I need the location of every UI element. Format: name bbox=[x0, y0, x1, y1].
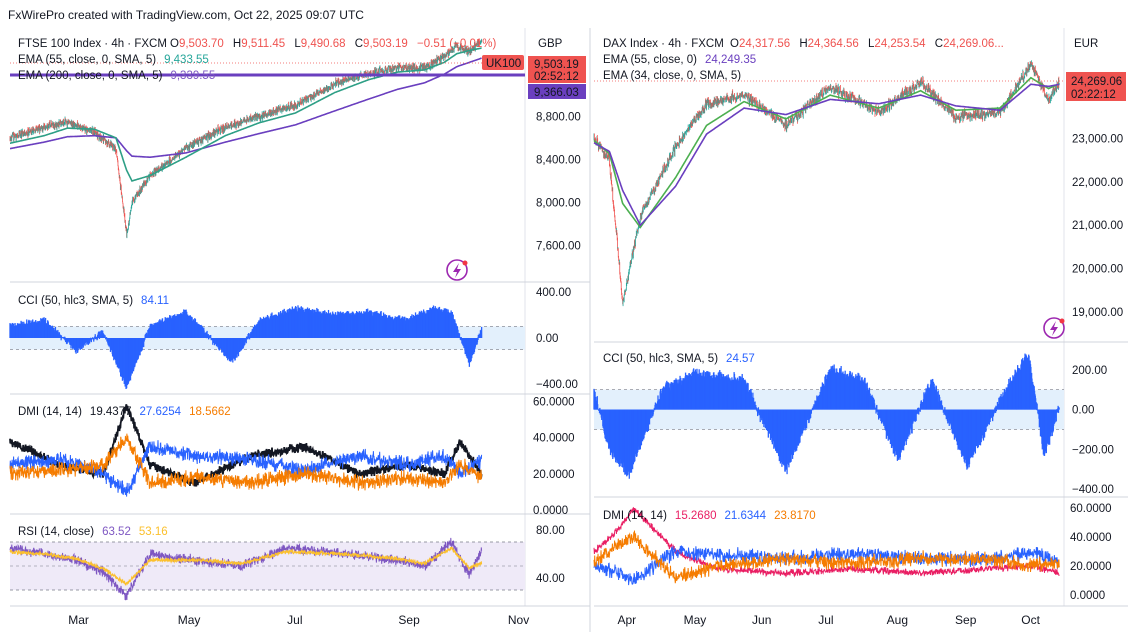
left-cci-y-tick-1: 0.00 bbox=[536, 333, 558, 345]
left-dmi-y-tick-1: 40.0000 bbox=[533, 433, 575, 445]
left-cci-y-tick-0: 400.00 bbox=[536, 287, 571, 299]
chart-marks: 8,800.00 8,400.00 8,000.00 7,600.00 400.00 0.… bbox=[9, 38, 1123, 627]
left-dmi-series-2 bbox=[9, 433, 483, 491]
right-price-candles bbox=[593, 60, 1060, 307]
right-cci-bars bbox=[593, 353, 1060, 479]
left-rsi-series-1 bbox=[9, 546, 483, 586]
left-cci-y-tick-2: −400.00 bbox=[536, 379, 578, 391]
left-price-y-tick-1: 8,400.00 bbox=[536, 154, 581, 166]
left-price-y-tick-2: 8,000.00 bbox=[536, 198, 581, 210]
left-rsi-y-tick-0: 80.00 bbox=[536, 525, 565, 537]
left-dmi-y-tick-2: 20.0000 bbox=[533, 469, 575, 481]
left-price-ema200-line bbox=[10, 57, 482, 158]
right-price-y-tick-2: 21,000.00 bbox=[1072, 220, 1123, 232]
left-dmi-y-tick-0: 60.0000 bbox=[533, 397, 575, 409]
right-price-ema55-line bbox=[593, 83, 1060, 227]
right-price-y-tick-4: 19,000.00 bbox=[1072, 307, 1123, 319]
left-price-y-tick-0: 8,800.00 bbox=[536, 111, 581, 123]
left-cci-bars bbox=[9, 305, 483, 389]
left-price-y-tick-3: 7,600.00 bbox=[536, 241, 581, 253]
left-rsi-series-0 bbox=[9, 537, 483, 601]
chart-header: FxWirePro created with TradingView.com, … bbox=[8, 8, 364, 22]
right-price-y-tick-3: 20,000.00 bbox=[1072, 264, 1123, 276]
left-dmi-y-tick-3: 0.0000 bbox=[533, 505, 568, 517]
left-price-ema55-line bbox=[10, 47, 482, 182]
left-price-candles bbox=[9, 38, 483, 239]
left-rsi-y-tick-1: 40.00 bbox=[536, 573, 565, 585]
right-price-y-tick-1: 22,000.00 bbox=[1072, 177, 1123, 189]
right-price-y-tick-0: 23,000.00 bbox=[1072, 133, 1123, 145]
